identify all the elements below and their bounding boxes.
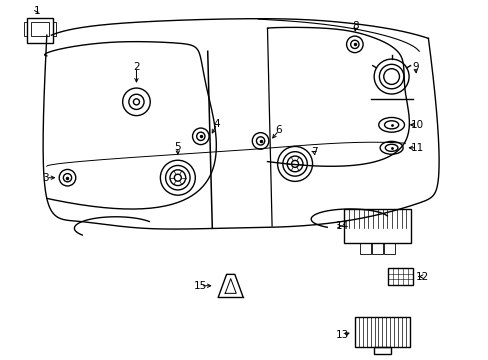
Bar <box>360 243 370 253</box>
Text: 6: 6 <box>275 125 282 135</box>
Text: 12: 12 <box>414 271 427 282</box>
Text: 11: 11 <box>410 143 423 153</box>
Bar <box>354 317 409 347</box>
Bar <box>344 209 410 243</box>
Text: 13: 13 <box>336 330 349 341</box>
Text: 14: 14 <box>335 221 348 231</box>
Text: 1: 1 <box>33 6 40 16</box>
Bar <box>23 22 27 36</box>
Bar <box>371 243 383 253</box>
Bar <box>52 22 56 36</box>
Text: 15: 15 <box>193 281 206 291</box>
Text: 9: 9 <box>411 62 418 72</box>
Text: 10: 10 <box>410 120 423 130</box>
Bar <box>387 268 413 285</box>
Bar <box>373 347 390 354</box>
Text: 7: 7 <box>310 147 317 157</box>
Bar <box>31 22 49 36</box>
Text: 3: 3 <box>42 173 49 183</box>
Text: 4: 4 <box>213 119 220 129</box>
Bar <box>27 18 52 43</box>
Bar <box>384 243 395 253</box>
Text: 5: 5 <box>174 142 181 152</box>
Text: 2: 2 <box>133 62 140 72</box>
Text: 8: 8 <box>352 21 358 31</box>
